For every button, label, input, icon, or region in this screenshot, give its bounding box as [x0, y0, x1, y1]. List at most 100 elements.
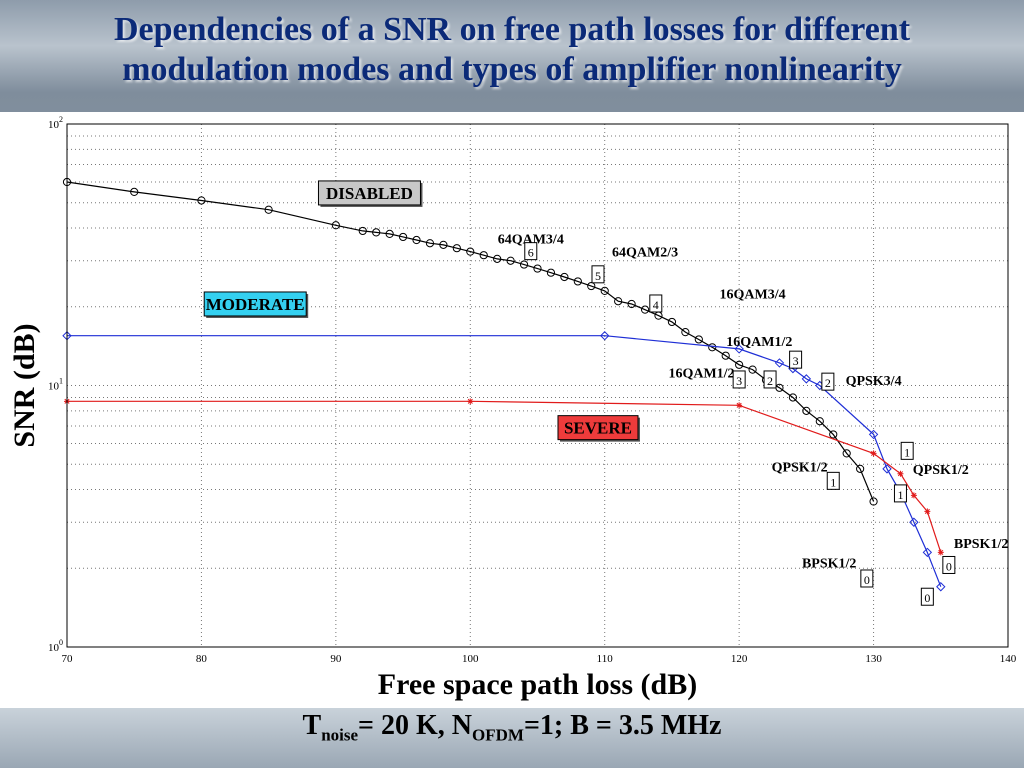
- mode-index-box: [860, 569, 874, 588]
- point-severe: [937, 549, 944, 556]
- modulation-label: BPSK1/2: [954, 537, 1008, 552]
- x-tick-label: 70: [62, 653, 74, 665]
- point-disabled: [439, 240, 448, 249]
- mode-index-box: [649, 294, 663, 313]
- mode-index-label: 6: [528, 246, 534, 260]
- point-severe: [910, 492, 917, 499]
- mode-index-label: 1: [897, 488, 903, 502]
- point-severe: [870, 450, 877, 457]
- footer-t: T: [302, 710, 322, 741]
- annotation-box: [317, 180, 421, 206]
- mode-index-box: [942, 555, 956, 574]
- footer-params: Tnoise= 20 K, NOFDM=1; B = 3.5 MHz: [0, 710, 1024, 746]
- series-line-disabled: [66, 181, 875, 502]
- point-disabled: [735, 360, 744, 369]
- point-disabled: [506, 256, 515, 265]
- title-line-1: Dependencies of a SNR on free path losse…: [113, 11, 911, 48]
- annotation-layer: DISABLED MODERATE SEVERE 64QAM3/46 64QAM2/3 5…: [203, 180, 1008, 606]
- point-disabled: [587, 281, 596, 291]
- point-disabled: [372, 228, 381, 237]
- point-disabled: [197, 196, 206, 205]
- series-layer: [62, 177, 946, 592]
- point-disabled: [721, 351, 730, 360]
- footer-t-sub: noise: [321, 725, 359, 745]
- mode-index-box: [763, 370, 777, 389]
- point-severe: [736, 402, 743, 409]
- point-disabled: [869, 497, 878, 506]
- annotation-box: [203, 291, 307, 317]
- modulation-label: 64QAM2/3: [612, 246, 678, 261]
- x-axis-label: Free space path loss (dB): [378, 668, 697, 701]
- point-disabled: [802, 406, 811, 415]
- modulation-label: 16QAM1/2: [668, 367, 734, 382]
- point-moderate: [922, 547, 933, 558]
- x-tick-label: 130: [865, 653, 882, 665]
- point-disabled: [694, 335, 703, 344]
- x-tick-label: 110: [597, 653, 614, 665]
- point-disabled: [519, 260, 529, 269]
- point-severe: [897, 470, 904, 477]
- mode-index-label: 0: [864, 573, 870, 587]
- title-line-2: modulation modes and types of amplifier …: [122, 51, 902, 88]
- modulation-label: QPSK1/2: [772, 461, 828, 476]
- point-disabled: [479, 251, 488, 260]
- point-severe: [467, 398, 474, 405]
- point-disabled: [815, 417, 824, 426]
- mode-index-label: 1: [830, 475, 836, 489]
- point-disabled: [412, 235, 421, 245]
- annotation-box-label: SEVERE: [564, 419, 632, 438]
- snr-chart: DISABLED MODERATE SEVERE 64QAM3/46 64QAM2/3 5…: [8, 115, 1017, 701]
- point-disabled: [560, 272, 569, 282]
- footer-n-sub: OFDM: [472, 725, 524, 745]
- point-moderate: [801, 374, 812, 384]
- point-disabled: [385, 229, 394, 238]
- point-disabled: [748, 365, 757, 374]
- point-disabled: [573, 277, 582, 286]
- point-moderate: [774, 358, 785, 368]
- point-disabled: [130, 187, 139, 196]
- point-disabled: [667, 317, 677, 327]
- point-moderate: [909, 517, 919, 527]
- series-line-moderate: [67, 335, 942, 587]
- footer-t-val: = 20 K, N: [358, 710, 472, 741]
- mode-index-box: [732, 370, 746, 389]
- point-disabled: [640, 305, 650, 314]
- slide-title: Dependencies of a SNR on free path losse…: [0, 10, 1024, 90]
- x-tick-label: 120: [731, 653, 748, 665]
- point-moderate: [868, 429, 879, 440]
- x-tick-label: 140: [1000, 653, 1017, 665]
- mode-index-label: 0: [924, 591, 930, 605]
- mode-index-box: [893, 484, 907, 503]
- point-disabled: [708, 343, 717, 352]
- point-disabled: [546, 268, 556, 277]
- x-tick-label: 90: [330, 653, 342, 665]
- y-axis-label: SNR (dB): [8, 323, 41, 447]
- point-disabled: [466, 247, 475, 256]
- annotation-box: [557, 415, 639, 441]
- modulation-label: QPSK1/2: [913, 463, 969, 478]
- point-disabled: [264, 205, 273, 214]
- grid: [67, 124, 1008, 647]
- plot-frame: [66, 123, 1009, 648]
- point-disabled: [829, 430, 838, 439]
- x-tick-label: 80: [196, 653, 208, 665]
- modulation-label: 64QAM3/4: [498, 232, 564, 247]
- mode-index-label: 5: [595, 269, 601, 283]
- point-moderate: [600, 331, 610, 341]
- point-disabled: [425, 239, 435, 248]
- point-disabled: [856, 464, 865, 473]
- y-tick-label: 102: [48, 115, 63, 131]
- modulation-label: QPSK3/4: [846, 374, 902, 389]
- point-disabled: [614, 297, 623, 306]
- point-severe: [924, 508, 931, 515]
- modulation-label: 16QAM1/2: [726, 335, 792, 350]
- point-disabled: [842, 449, 851, 458]
- mode-index-label: 4: [653, 298, 659, 312]
- mode-index-box: [920, 587, 934, 606]
- mode-index-label: 3: [736, 374, 742, 388]
- point-moderate: [936, 582, 946, 592]
- point-disabled: [331, 221, 340, 230]
- bottom-bar: [0, 708, 1024, 768]
- series-line-severe: [67, 400, 942, 553]
- mode-index-label: 2: [767, 374, 773, 388]
